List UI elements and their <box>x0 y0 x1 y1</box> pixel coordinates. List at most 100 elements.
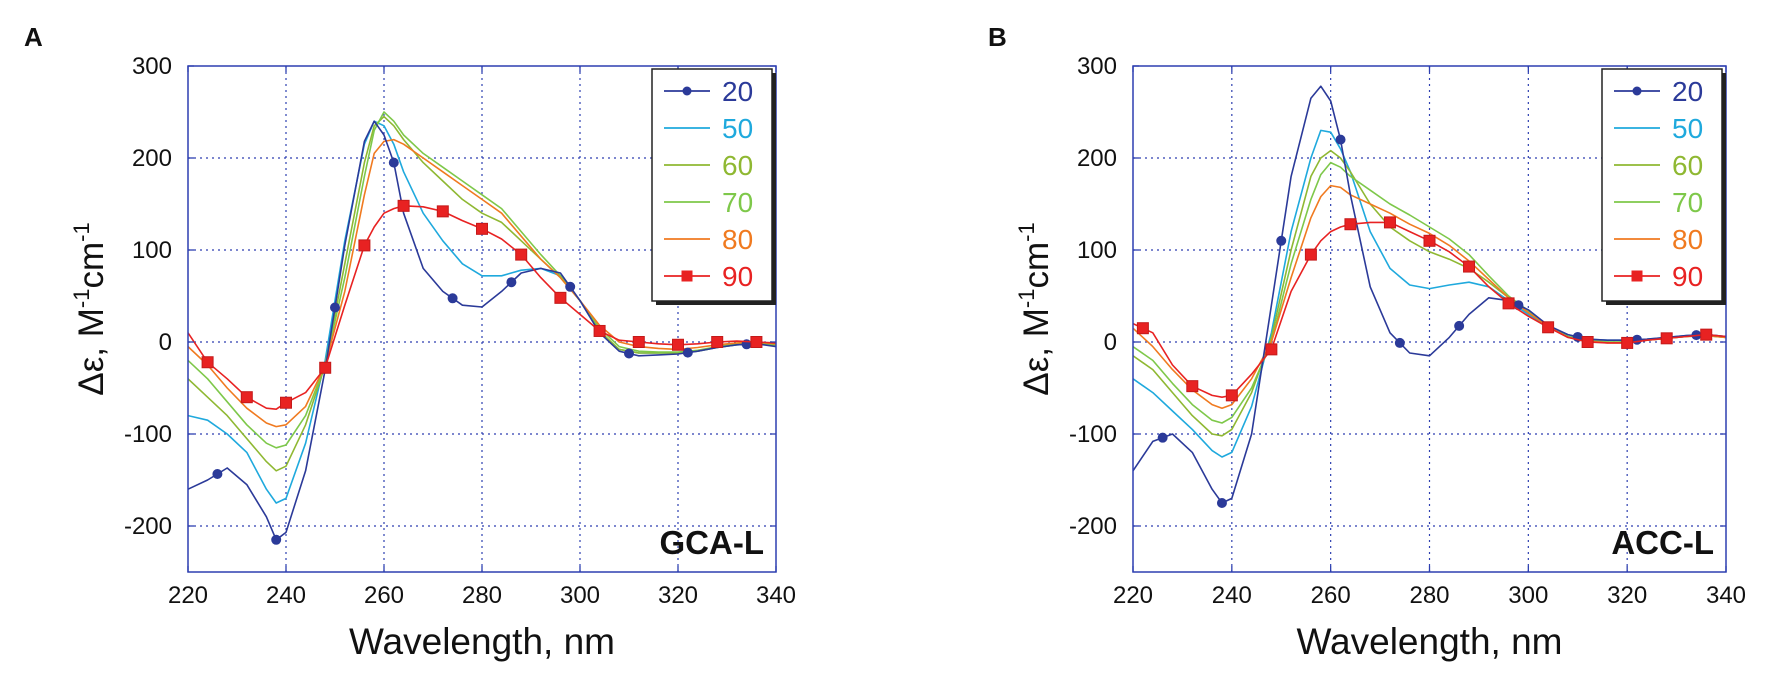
x-tick-label: 260 <box>364 582 404 609</box>
series-marker-90 <box>319 361 332 374</box>
legend-box <box>1601 68 1723 302</box>
series-marker-90 <box>1383 216 1396 229</box>
series-marker-90 <box>632 336 645 348</box>
x-tick-label: 280 <box>1409 582 1449 609</box>
series-marker-20 <box>1394 337 1405 348</box>
legend-label-60: 60 <box>722 150 753 181</box>
legend-label-70: 70 <box>1672 187 1703 218</box>
series-marker-20 <box>212 469 223 480</box>
legend-label-50: 50 <box>1672 113 1703 144</box>
legend-marker-20 <box>682 86 692 96</box>
series-marker-90 <box>1700 328 1713 341</box>
series-marker-90 <box>1186 380 1199 393</box>
legend-label-90: 90 <box>722 261 753 292</box>
x-tick-label: 340 <box>1706 582 1746 609</box>
legend-label-80: 80 <box>722 224 753 255</box>
series-marker-20 <box>271 534 282 545</box>
series-marker-90 <box>554 291 567 304</box>
series-marker-20 <box>624 348 634 359</box>
x-axis-label: Wavelength, nm <box>349 621 615 662</box>
series-marker-90 <box>1265 343 1278 356</box>
legend-label-60: 60 <box>1672 150 1703 181</box>
y-axis-label: Δε, M-1cm-1 <box>69 222 111 395</box>
series-marker-20 <box>682 347 693 358</box>
series-marker-90 <box>358 239 371 252</box>
series-marker-90 <box>1225 389 1238 402</box>
series-marker-90 <box>1136 322 1149 335</box>
series-marker-90 <box>1581 336 1594 348</box>
y-label-sup2: -1 <box>1014 222 1039 242</box>
series-line-70 <box>1133 161 1726 424</box>
series-marker-20 <box>388 157 399 168</box>
y-label-sup2: -1 <box>69 222 94 242</box>
series-marker-90 <box>436 205 449 218</box>
x-tick-label: 220 <box>1113 582 1153 609</box>
y-tick-label: 100 <box>132 237 172 264</box>
y-label-mid: cm <box>1017 242 1056 289</box>
x-tick-label: 320 <box>658 582 698 609</box>
series-marker-90 <box>1660 332 1673 345</box>
series-marker-90 <box>201 356 214 369</box>
panel-label: B <box>988 22 1007 52</box>
legend-box <box>651 68 773 302</box>
x-tick-label: 240 <box>266 582 306 609</box>
y-label-main: Δε, M <box>1017 308 1056 396</box>
series-marker-90 <box>1502 297 1515 310</box>
y-label-main: Δε, M <box>72 308 111 396</box>
x-tick-label: 300 <box>560 582 600 609</box>
series-marker-90 <box>1423 234 1436 247</box>
y-tick-label: -200 <box>124 513 172 540</box>
panel-annotation: GCA-L <box>660 524 764 561</box>
x-tick-label: 240 <box>1212 582 1252 609</box>
legend-marker-90 <box>681 270 693 282</box>
x-tick-label: 340 <box>756 582 796 609</box>
legend-marker-90 <box>1631 270 1643 282</box>
legend-label-70: 70 <box>722 187 753 218</box>
series-marker-20 <box>330 302 340 313</box>
x-tick-label: 280 <box>462 582 502 609</box>
y-tick-label: -100 <box>1069 421 1117 448</box>
legend: 20 50 60 70 80 90 <box>1601 68 1726 305</box>
x-tick-label: 260 <box>1311 582 1351 609</box>
legend-marker-20 <box>1632 86 1642 96</box>
y-tick-label: 300 <box>132 53 172 80</box>
series-marker-20 <box>1216 498 1227 508</box>
series-group <box>188 111 776 545</box>
series-marker-20 <box>1276 235 1287 246</box>
series-line-70 <box>188 111 776 449</box>
legend: 20 50 60 70 80 90 <box>651 68 776 305</box>
x-tick-label: 300 <box>1508 582 1548 609</box>
series-marker-20 <box>1335 134 1346 145</box>
y-label-mid: cm <box>72 242 111 289</box>
series-marker-90 <box>1621 336 1634 349</box>
y-tick-label: 200 <box>132 145 172 172</box>
panel-annotation: ACC-L <box>1611 524 1714 561</box>
series-line-60 <box>188 115 776 472</box>
series-marker-90 <box>476 222 488 235</box>
series-marker-90 <box>711 336 724 348</box>
panel-a: A 220 240 260 280 300 320 340 -200 -100 0 100 200 300… <box>24 22 796 662</box>
y-tick-label: 100 <box>1077 237 1117 264</box>
series-line-80 <box>188 138 776 428</box>
series-group <box>1133 85 1726 508</box>
y-tick-label: -100 <box>124 421 172 448</box>
x-tick-label: 320 <box>1607 582 1647 609</box>
series-marker-20 <box>1632 334 1643 345</box>
gridlines <box>188 66 776 572</box>
y-label-sup1: -1 <box>69 289 94 309</box>
x-tick-label: 220 <box>168 582 208 609</box>
y-tick-label: 200 <box>1077 145 1117 172</box>
series-marker-20 <box>1454 320 1465 331</box>
x-axis-label: Wavelength, nm <box>1297 621 1563 662</box>
series-marker-90 <box>280 396 292 409</box>
series-marker-20 <box>506 277 517 288</box>
panel-b: B 220 240 260 280 300 320 340 -200 -100 0 100 200 300… <box>988 22 1746 662</box>
legend-label-20: 20 <box>722 76 753 107</box>
series-marker-20 <box>565 281 576 292</box>
series-marker-90 <box>1542 321 1555 334</box>
series-marker-90 <box>672 338 684 351</box>
y-tick-label: -200 <box>1069 513 1117 540</box>
legend-label-50: 50 <box>722 113 753 144</box>
y-label-sup1: -1 <box>1014 289 1039 309</box>
